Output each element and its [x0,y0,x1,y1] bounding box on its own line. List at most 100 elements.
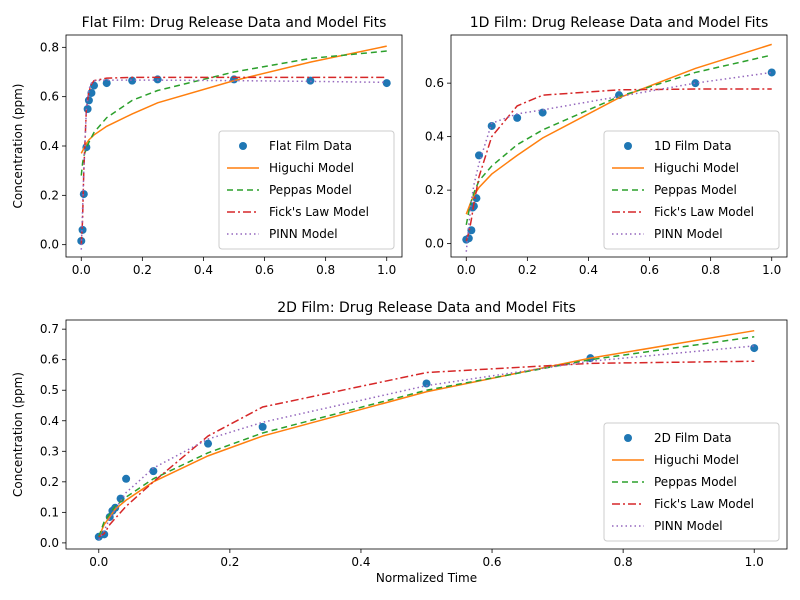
1d-film-series-0-point-12 [767,68,776,77]
2d-film-xtick-label-0: 0.0 [89,555,108,569]
2d-film-xtick-label-4: 0.8 [614,555,633,569]
1d-film-xtick-label-4: 0.8 [701,263,720,277]
2d-film-xlabel: Normalized Time [376,571,477,585]
2d-film-xtick-label-1: 0.2 [220,555,239,569]
flat-film-series-0-point-5 [84,96,93,105]
flat-film-series-2-line [80,50,387,176]
2d-film-series-0-point-9 [258,422,267,431]
flat-film-xtick-label-2: 0.4 [194,263,213,277]
1d-film-chart: 1D Film: Drug Release Data and Model Fit… [425,15,788,277]
1d-film-ytick-label-0: 0.0 [425,237,444,251]
1d-film-plot-area [462,43,776,252]
2d-film-xtick-label-5: 1.0 [745,555,764,569]
1d-film-legend-label-0: 1D Film Data [654,139,732,153]
2d-film-legend-label-3: Fick's Law Model [654,497,754,511]
2d-film-legend-box [603,422,780,542]
flat-film-ytick-label-2: 0.4 [40,139,59,153]
1d-film-xtick-label-5: 1.0 [762,263,781,277]
flat-film-title: Flat Film: Drug Release Data and Model F… [82,15,387,31]
1d-film-series-3-line [465,88,772,242]
2d-film-frame [65,319,788,550]
2d-film-title: 2D Film: Drug Release Data and Model Fit… [277,300,576,316]
1d-film-legend: 1D Film Data Higuchi Model Peppas Model Fic… [603,130,780,250]
flat-film-xtick-label-0: 0.0 [72,263,91,277]
2d-film-series-0-point-12 [750,344,759,353]
2d-film-ytick-label-5: 0.5 [40,383,59,397]
1d-film-legend-marker-0 [624,142,632,150]
flat-film-ytick-label-0: 0.0 [40,238,59,252]
1d-film-title: 1D Film: Drug Release Data and Model Fit… [470,15,769,31]
flat-film-legend-label-3: Fick's Law Model [269,205,369,219]
flat-film-series-0-point-9 [128,76,137,85]
1d-film-xtick-label-2: 0.4 [579,263,598,277]
2d-film-chart: 2D Film: Drug Release Data and Model Fit… [11,300,788,585]
flat-film-legend-label-2: Peppas Model [269,183,352,197]
flat-film-series-3-line [80,76,387,245]
2d-film-ytick-label-1: 0.1 [40,505,59,519]
2d-film-legend: 2D Film Data Higuchi Model Peppas Model Fic… [603,422,780,542]
1d-film-xtick-label-0: 0.0 [457,263,476,277]
1d-film-legend-label-3: Fick's Law Model [654,205,754,219]
2d-film-series-4-line [98,345,755,541]
1d-film-series-0-point-9 [538,108,547,117]
2d-film-series-0-point-10 [422,379,431,388]
2d-film-ytick-label-0: 0.0 [40,536,59,550]
1d-film-legend-label-2: Peppas Model [654,183,737,197]
flat-film-legend-label-0: Flat Film Data [269,139,352,153]
flat-film-legend-label-1: Higuchi Model [269,161,354,175]
2d-film-series-0-point-6 [122,474,131,483]
flat-film-frame [65,34,403,258]
1d-film-ytick-label-1: 0.2 [425,183,444,197]
2d-film-ytick-label-6: 0.6 [40,353,59,367]
2d-film-legend-marker-0 [624,434,632,442]
1d-film-series-0-point-2 [467,226,476,235]
flat-film-ytick-label-4: 0.8 [40,40,59,54]
2d-film-xtick-label-3: 0.6 [482,555,501,569]
2d-film-series-2-line [98,336,755,538]
flat-film-plot-area [77,45,391,250]
1d-film-series-2-line [465,54,772,226]
flat-film-ylabel: Concentration (ppm) [11,84,25,209]
1d-film-series-0-point-8 [513,113,522,122]
flat-film-series-0-point-1 [78,225,87,234]
1d-film-series-0-point-11 [691,79,700,88]
2d-film-legend-label-2: Peppas Model [654,475,737,489]
1d-film-legend-label-4: PINN Model [654,227,723,241]
1d-film-legend-label-1: Higuchi Model [654,161,739,175]
2d-film-ytick-label-7: 0.7 [40,322,59,336]
flat-film-series-0-point-4 [83,105,92,113]
1d-film-legend-box [603,130,780,250]
2d-film-ylabel: Concentration (ppm) [11,372,25,497]
2d-film-series-0-point-7 [149,467,158,476]
flat-film-xtick-label-3: 0.6 [255,263,274,277]
flat-film-series-0-point-13 [382,79,391,88]
1d-film-ytick-label-3: 0.6 [425,76,444,90]
flat-film-legend-label-4: PINN Model [269,227,338,241]
1d-film-xtick-label-1: 0.2 [518,263,537,277]
charts-root: Flat Film: Drug Release Data and Model F… [11,15,788,585]
2d-film-xtick-label-2: 0.4 [351,555,370,569]
2d-film-legend-label-1: Higuchi Model [654,453,739,467]
flat-film-legend-box [218,130,395,250]
2d-film-series-3-line [98,360,755,538]
flat-film-xtick-label-5: 1.0 [377,263,396,277]
flat-film-legend: Flat Film Data Higuchi Model Peppas Model F… [218,130,395,250]
1d-film-ytick-label-2: 0.4 [425,130,444,144]
1d-film-xtick-label-3: 0.6 [640,263,659,277]
1d-film-series-4-line [465,71,772,252]
2d-film-legend-label-0: 2D Film Data [654,431,732,445]
2d-film-series-0-point-8 [204,439,213,448]
2d-film-ytick-label-3: 0.3 [40,444,59,458]
2d-film-ytick-label-2: 0.2 [40,475,59,489]
1d-film-frame [450,34,788,258]
2d-film-legend-label-4: PINN Model [654,519,723,533]
1d-film-series-0-point-1 [464,234,473,243]
flat-film-ytick-label-1: 0.2 [40,188,59,202]
flat-film-series-0-point-8 [102,79,111,88]
flat-film-ytick-label-3: 0.6 [40,90,59,104]
flat-film-xtick-label-4: 0.8 [316,263,335,277]
2d-film-ytick-label-4: 0.4 [40,414,59,428]
1d-film-series-0-point-5 [472,194,481,203]
flat-film-chart: Flat Film: Drug Release Data and Model F… [11,15,403,277]
